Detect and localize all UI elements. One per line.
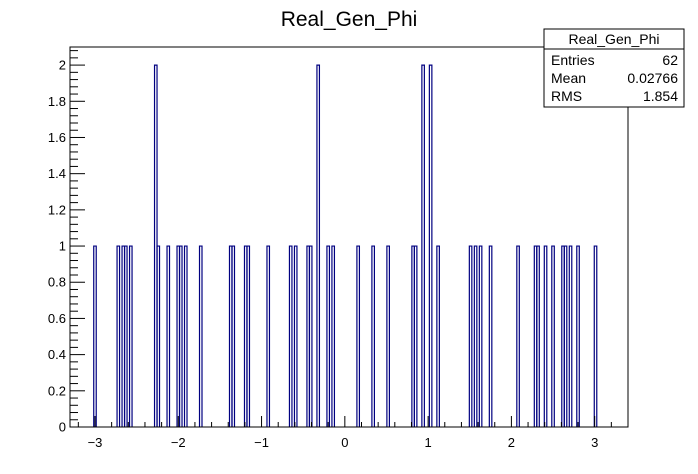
histogram-bin-35 bbox=[488, 245, 493, 427]
y-tick-label: 1.6 bbox=[48, 130, 66, 145]
histogram-bin-43 bbox=[568, 245, 573, 427]
histogram-bin-38 bbox=[536, 245, 540, 427]
histogram-bin-18 bbox=[293, 245, 298, 427]
y-tick-label: 0.6 bbox=[48, 311, 66, 326]
stats-box-title: Real_Gen_Phi bbox=[568, 31, 659, 47]
x-tick-label: 2 bbox=[508, 435, 515, 450]
histogram-bin-9 bbox=[178, 245, 183, 427]
histogram-bin-23 bbox=[331, 245, 336, 427]
histogram-bin-32 bbox=[468, 245, 473, 427]
stats-entries-label: Entries bbox=[551, 52, 595, 68]
histogram-bin-39 bbox=[543, 245, 548, 427]
y-tick-label: 0.8 bbox=[48, 275, 66, 290]
stats-rms-label: RMS bbox=[551, 88, 582, 104]
plot-frame bbox=[69, 46, 629, 428]
histogram-bin-7 bbox=[166, 245, 171, 427]
histogram-bin-15 bbox=[246, 245, 251, 427]
histogram-bin-4 bbox=[128, 245, 133, 427]
stats-entries-value: 62 bbox=[662, 52, 678, 68]
histogram-bin-10 bbox=[183, 245, 188, 427]
y-tick-label: 0.2 bbox=[48, 383, 66, 398]
stats-mean-label: Mean bbox=[551, 70, 586, 86]
y-tick-label: 2 bbox=[59, 58, 66, 73]
histogram-bin-33 bbox=[473, 245, 478, 427]
x-tick-label: −1 bbox=[254, 435, 269, 450]
histogram-bin-6 bbox=[156, 245, 161, 427]
y-axis: 0 0.2 0.4 0.6 0.8 1 1.2 1.4 1.6 1.8 2 bbox=[48, 50, 85, 435]
y-tick-label: 0.4 bbox=[48, 347, 66, 362]
stats-box: Real_Gen_Phi Entries 62 Mean 0.02766 RMS… bbox=[543, 28, 685, 108]
stats-box-frame bbox=[543, 28, 685, 108]
chart-title: Real_Gen_Phi bbox=[281, 8, 418, 31]
histogram-bin-0 bbox=[93, 245, 97, 427]
histogram-bin-44 bbox=[576, 245, 580, 427]
x-tick-label: 0 bbox=[341, 435, 348, 450]
histogram-bin-42 bbox=[563, 245, 568, 427]
histogram-bin-22 bbox=[326, 245, 331, 427]
histogram-bin-13 bbox=[231, 245, 236, 427]
histogram-bin-29 bbox=[421, 64, 425, 427]
histogram-bin-16 bbox=[266, 245, 271, 427]
x-tick-label: 1 bbox=[425, 435, 432, 450]
x-tick-label: 3 bbox=[591, 435, 598, 450]
y-tick-label: 1.4 bbox=[48, 166, 66, 181]
histogram-bin-36 bbox=[516, 245, 520, 427]
x-tick-label: −2 bbox=[171, 435, 186, 450]
histogram-bin-34 bbox=[478, 245, 483, 427]
histogram-bin-45 bbox=[593, 245, 598, 427]
histogram-bin-11 bbox=[198, 245, 203, 427]
x-tick-label: −3 bbox=[88, 435, 103, 450]
y-tick-label: 1.8 bbox=[48, 94, 66, 109]
histogram-bin-1 bbox=[116, 245, 121, 427]
histogram-bin-24 bbox=[356, 245, 361, 427]
histogram-bin-30 bbox=[428, 64, 433, 427]
histogram-bin-40 bbox=[551, 245, 555, 427]
histogram-bin-31 bbox=[436, 245, 440, 427]
y-tick-label: 0 bbox=[59, 420, 66, 435]
histogram-bin-17 bbox=[288, 245, 293, 427]
histogram-bin-20 bbox=[308, 245, 313, 427]
stats-mean-value: 0.02766 bbox=[627, 70, 678, 86]
stats-rms-value: 1.854 bbox=[643, 88, 678, 104]
histogram-bin-28 bbox=[413, 245, 418, 427]
y-tick-label: 1.2 bbox=[48, 202, 66, 217]
y-tick-label: 1 bbox=[59, 239, 66, 254]
histogram-bin-26 bbox=[386, 245, 390, 427]
histogram-bin-21 bbox=[316, 64, 321, 427]
histogram-bars bbox=[93, 64, 598, 427]
x-axis: −3 −2 −1 0 1 2 3 bbox=[77, 416, 629, 450]
histogram-bin-25 bbox=[371, 245, 375, 427]
histogram-bin-3 bbox=[123, 245, 128, 427]
